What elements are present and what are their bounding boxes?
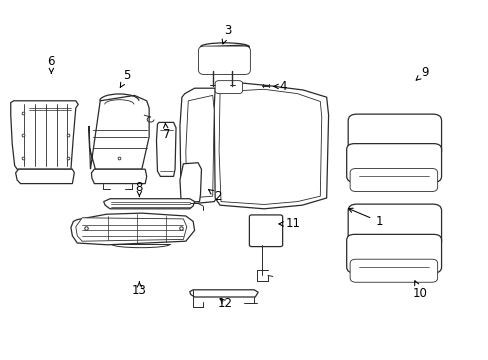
Text: 1: 1: [347, 208, 382, 228]
Text: 13: 13: [132, 282, 146, 297]
Polygon shape: [185, 95, 214, 198]
FancyBboxPatch shape: [349, 168, 437, 192]
Text: 3: 3: [222, 24, 231, 44]
FancyBboxPatch shape: [198, 46, 250, 75]
Polygon shape: [180, 163, 201, 202]
Text: 5: 5: [120, 69, 131, 87]
Polygon shape: [219, 89, 321, 204]
Polygon shape: [199, 45, 249, 72]
FancyBboxPatch shape: [346, 144, 441, 182]
Polygon shape: [189, 290, 258, 297]
Polygon shape: [103, 199, 194, 209]
Polygon shape: [156, 122, 176, 176]
Text: 9: 9: [415, 66, 428, 80]
FancyBboxPatch shape: [249, 215, 282, 247]
Polygon shape: [76, 218, 186, 241]
FancyBboxPatch shape: [346, 234, 441, 273]
Polygon shape: [89, 95, 149, 169]
Text: 4: 4: [273, 80, 287, 93]
Text: 7: 7: [162, 123, 170, 141]
Polygon shape: [11, 101, 78, 169]
Text: 8: 8: [135, 181, 143, 197]
Polygon shape: [16, 169, 74, 184]
FancyBboxPatch shape: [347, 204, 441, 248]
Text: 2: 2: [208, 190, 221, 203]
Text: 6: 6: [47, 55, 55, 73]
Text: 12: 12: [217, 297, 232, 310]
FancyBboxPatch shape: [349, 259, 437, 282]
Polygon shape: [71, 213, 194, 245]
Polygon shape: [214, 83, 328, 209]
Polygon shape: [180, 88, 219, 203]
Text: 10: 10: [412, 281, 427, 300]
Text: 11: 11: [278, 217, 300, 230]
FancyBboxPatch shape: [347, 114, 441, 158]
FancyBboxPatch shape: [215, 81, 242, 94]
Polygon shape: [91, 169, 146, 184]
